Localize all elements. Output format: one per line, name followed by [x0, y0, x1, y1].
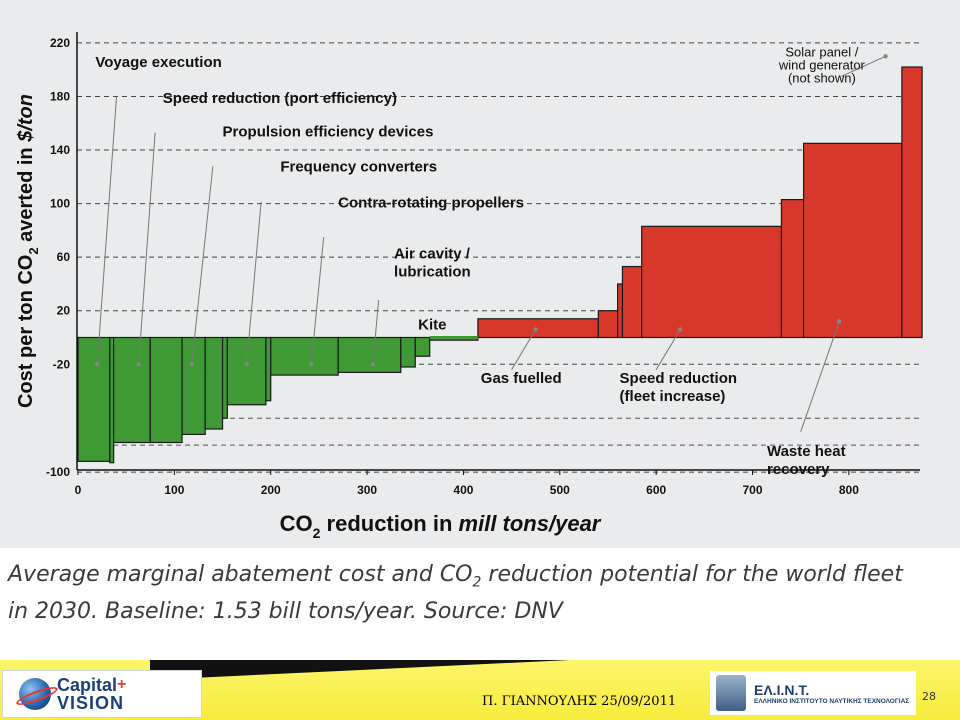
leader-line: [246, 202, 262, 365]
y-tick-label: 20: [57, 304, 71, 318]
leader-dot: [370, 362, 376, 367]
leader-dot: [189, 362, 194, 367]
logo-word-vision: VISION: [57, 693, 125, 713]
leader-dot: [308, 362, 314, 367]
bar: [780, 198, 805, 339]
caption-line2: in 2030. Baseline: 1.53 bill tons/year. …: [8, 599, 563, 625]
bar: [621, 265, 643, 339]
page-number: 28: [922, 690, 936, 703]
bar: [337, 336, 402, 373]
y-tick-label: 140: [50, 143, 70, 157]
x-tick-label: 200: [261, 483, 281, 497]
annotation-label: Kite: [418, 316, 446, 333]
leader-line: [138, 132, 156, 365]
bar: [181, 336, 206, 435]
annotation-label: Contra-rotating propellers: [338, 195, 524, 212]
x-tick-label: 300: [357, 483, 377, 497]
leader-line: [511, 329, 537, 370]
bar: [414, 336, 431, 357]
footer-wedge: [150, 660, 570, 680]
author-date: Π. ΓΙΑΝΝΟΥΛΗΣ 25/09/2011: [482, 694, 677, 709]
elint-name: ΕΛ.Ι.Ν.Τ.: [754, 681, 810, 698]
x-tick-label: 700: [743, 483, 763, 497]
annotations: Voyage execution Speed reduction (port ef…: [95, 44, 888, 478]
bar: [113, 336, 151, 444]
leader-line: [840, 55, 886, 77]
y-tick-label: 220: [50, 36, 70, 50]
annotation-label: Waste heat recovery: [767, 443, 846, 478]
x-tick-label: 800: [839, 483, 859, 497]
bar: [477, 318, 599, 339]
capital-vision-logo: Capital+ VISION: [2, 670, 202, 718]
annotation-label: Voyage execution: [95, 54, 221, 71]
annotation-label: Speed reduction (fleet increase): [620, 370, 738, 405]
caption-line1: Average marginal abatement cost and CO: [8, 562, 473, 587]
x-tick-label: 0: [75, 483, 82, 497]
bar: [802, 142, 903, 339]
x-tick-label: 500: [550, 483, 570, 497]
leader-dot: [883, 54, 888, 59]
annotation-label: Frequency converters: [280, 158, 437, 175]
bar: [617, 283, 624, 339]
bar: [149, 336, 183, 444]
y-tick-label: 100: [50, 197, 70, 211]
bar: [77, 336, 111, 462]
leader-dot: [533, 327, 538, 332]
axes: 220 180 140 100 60 20 -20 -100 0 100 200 300 400 500 6…: [46, 32, 920, 497]
figure-caption: Average marginal abatement cost and CO2 …: [8, 560, 928, 627]
caption-subscript: 2: [472, 574, 482, 591]
x-axis-label: CO2 reduction in mill tons/year: [280, 511, 602, 541]
leader-dot: [678, 327, 683, 332]
y-axis-label: Cost per ton CO2 averted in $/ton: [15, 94, 41, 408]
logo-word-capital: Capital: [57, 675, 118, 695]
elint-subtitle: ΕΛΛΗΝΙΚΟ ΙΝΣΤΙΤΟΥΤΟ ΝΑΥΤΙΚΗΣ ΤΕΧΝΟΛΟΓΙΑΣ: [754, 697, 910, 705]
leader-line: [800, 321, 840, 432]
bar: [204, 336, 224, 430]
y-tick-label: 60: [57, 250, 71, 264]
leader-dot: [95, 362, 100, 367]
bar: [221, 336, 228, 419]
globe-icon: [19, 678, 51, 710]
x-tick-label: 600: [646, 483, 666, 497]
elint-logo: ΕΛ.Ι.Ν.Τ. ΕΛΛΗΝΙΚΟ ΙΝΣΤΙΤΟΥΤΟ ΝΑΥΤΙΚΗΣ Τ…: [710, 671, 916, 715]
bar: [270, 336, 339, 376]
logo-plus: +: [117, 676, 127, 693]
y-tick-label: -20: [53, 357, 71, 371]
annotation-label: Air cavity / lubrication: [394, 245, 471, 280]
x-tick-label: 400: [453, 483, 473, 497]
crest-icon: [716, 675, 746, 711]
leader-line: [191, 166, 214, 365]
leader-line: [96, 96, 118, 365]
bar: [901, 66, 923, 339]
bar: [597, 310, 619, 339]
caption-line1-end: reduction potential for the world fleet: [481, 562, 903, 587]
leader-line: [372, 299, 380, 365]
annotation-label: Speed reduction (port efficiency): [163, 90, 397, 107]
leader-line: [655, 329, 681, 370]
bar: [265, 336, 272, 402]
bars: [77, 66, 923, 464]
y-tick-label: 180: [50, 89, 70, 103]
annotation-label: Gas fuelled: [481, 370, 562, 387]
annotation-label: Propulsion efficiency devices: [223, 124, 434, 141]
leader-dot: [136, 362, 141, 367]
x-tick-label: 100: [164, 483, 184, 497]
leader-line: [310, 237, 325, 365]
bar: [641, 225, 783, 339]
bar: [400, 336, 416, 368]
leader-dot: [837, 319, 842, 324]
y-tick-label: -100: [46, 465, 70, 479]
bar: [226, 336, 267, 406]
leader-dot: [244, 362, 249, 367]
annotation-label: Solar panel / wind generator (not shown): [778, 44, 866, 85]
